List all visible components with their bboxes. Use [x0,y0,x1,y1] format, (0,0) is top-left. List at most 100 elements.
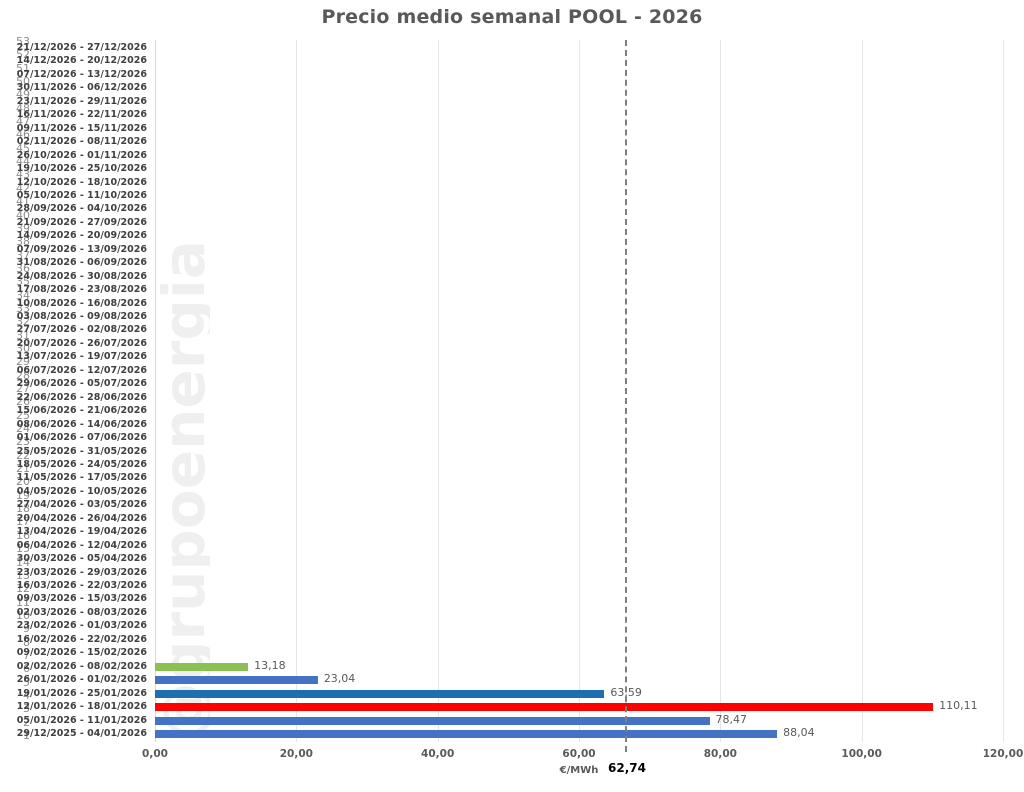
data-label: 78,47 [715,712,748,726]
week-number: 39 [16,221,30,235]
week-number: 28 [16,368,30,382]
x-tick-label: 100,00 [841,748,882,760]
category-label: 21/12/2026 - 27/12/2026 [16,42,147,53]
category-label: 26/01/2026 - 01/02/2026 [16,674,147,686]
week-number: 49 [16,88,30,102]
bar [155,729,778,738]
week-number: 4 [23,688,30,702]
week-number: 23 [16,435,30,449]
week-number: 53 [16,35,30,48]
week-number: 40 [16,208,30,222]
week-number: 41 [16,195,30,209]
category-label: 02/03/2026 - 08/03/2026 [16,606,147,618]
data-label: 23,04 [323,672,356,686]
category-label: 04/05/2026 - 10/05/2026 [16,485,147,497]
category-label: 23/03/2026 - 29/03/2026 [16,566,147,578]
category-label: 17/08/2026 - 23/08/2026 [16,284,147,296]
category-label: 30/03/2026 - 05/04/2026 [16,553,147,565]
category-label: 16/11/2026 - 22/11/2026 [16,109,147,121]
category-label: 25/05/2026 - 31/05/2026 [16,445,147,457]
category-label: 12/01/2026 - 18/01/2026 [16,701,147,713]
week-number: 15 [16,542,30,556]
average-label: 62,74 [608,761,646,775]
week-number: 8 [23,635,30,649]
category-label: 19/01/2026 - 25/01/2026 [16,687,147,699]
category-label: 22/06/2026 - 28/06/2026 [16,391,147,403]
bar [155,662,249,671]
x-tick-label: 80,00 [703,748,737,760]
category-label: 07/09/2026 - 13/09/2026 [16,243,147,255]
chart-title: Precio medio semanal POOL - 2026 [321,6,703,28]
data-label: 88,04 [783,725,815,739]
bar [155,689,605,698]
category-label: 11/05/2026 - 17/05/2026 [16,472,147,484]
x-tick-label: 0,00 [142,748,168,760]
category-label: 15/06/2026 - 21/06/2026 [16,405,147,417]
week-number: 52 [16,48,30,62]
week-number: 27 [16,382,30,395]
week-number: 10 [16,608,30,622]
x-tick-label: 120,00 [982,748,1024,760]
data-label: 13,18 [254,658,286,672]
category-label: 07/12/2026 - 13/12/2026 [16,68,147,80]
week-number: 22 [16,448,30,462]
week-number: 32 [16,315,30,329]
bar [155,703,934,712]
week-number: 20 [16,475,30,489]
week-number: 19 [16,488,30,502]
category-label: 21/09/2026 - 27/09/2026 [16,216,147,228]
week-number: 38 [16,235,30,249]
category-label: 13/04/2026 - 19/04/2026 [16,526,147,538]
category-label: 05/01/2026 - 11/01/2026 [16,714,147,726]
category-label: 08/06/2026 - 14/06/2026 [16,418,147,430]
week-number: 5 [23,675,30,689]
week-number: 7 [23,648,30,662]
category-label: 18/05/2026 - 24/05/2026 [16,458,147,470]
category-label: 14/09/2026 - 20/09/2026 [16,230,147,242]
week-number: 48 [16,101,30,115]
category-label: 09/11/2026 - 15/11/2026 [16,122,147,134]
category-label: 30/11/2026 - 06/12/2026 [16,82,147,94]
category-label: 05/10/2026 - 11/10/2026 [16,189,147,201]
category-label: 06/04/2026 - 12/04/2026 [16,539,147,551]
category-label: 29/12/2025 - 04/01/2026 [16,727,147,739]
week-number: 36 [16,261,30,275]
gridline [296,40,298,742]
category-label: 03/08/2026 - 09/08/2026 [16,311,147,322]
week-number: 37 [16,248,30,262]
category-label: 23/11/2026 - 29/11/2026 [16,95,147,107]
gridline [437,40,439,742]
week-number: 1 [23,729,30,742]
week-number: 14 [16,555,30,569]
category-label: 06/07/2026 - 12/07/2026 [16,364,147,376]
week-number: 25 [16,408,30,422]
week-number: 30 [16,341,30,355]
category-label: 26/10/2026 - 01/11/2026 [16,149,147,161]
category-label: 27/04/2026 - 03/05/2026 [16,499,147,511]
category-label: 10/08/2026 - 16/08/2026 [16,297,147,309]
week-number: 18 [16,502,30,516]
week-number: 2 [23,715,30,729]
category-label: 01/06/2026 - 07/06/2026 [16,432,147,444]
category-label: 23/02/2026 - 01/03/2026 [16,620,147,632]
category-label: 13/07/2026 - 19/07/2026 [16,351,147,363]
bar [155,676,318,685]
category-label: 29/06/2026 - 05/07/2026 [16,378,147,390]
category-label: 19/10/2026 - 25/10/2026 [16,163,147,175]
week-number: 29 [16,355,30,369]
week-number: 24 [16,422,30,436]
x-axis-label: €/MWh [559,765,599,776]
gridline [861,40,863,742]
plot-area: 88,04 78,47 110,11 63,59 23,04 13,18 [155,40,1004,742]
week-number: 16 [16,528,30,542]
category-label: 27/07/2026 - 02/08/2026 [16,324,147,336]
week-number: 43 [16,168,30,182]
category-label: 24/08/2026 - 30/08/2026 [16,270,147,282]
category-label: 20/07/2026 - 26/07/2026 [16,337,147,349]
week-number: 50 [16,75,30,89]
category-label: 02/02/2026 - 08/02/2026 [16,660,147,672]
y-axis-line [155,40,156,742]
week-number: 51 [16,61,30,75]
average-dashed-line [625,40,627,752]
x-tick-label: 60,00 [562,748,596,760]
